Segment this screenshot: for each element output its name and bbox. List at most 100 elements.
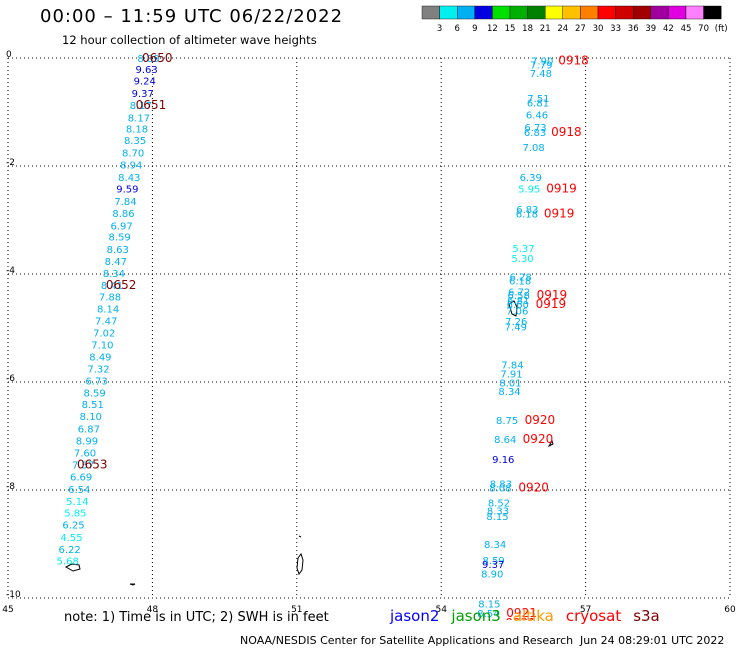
wave-height-value: 8.35	[124, 136, 146, 147]
colorbar-label: 39	[645, 24, 656, 34]
wave-height-value: 8.54	[477, 609, 499, 620]
wave-height-value: 6.97	[110, 221, 132, 232]
wave-height-value: 8.59	[84, 388, 106, 399]
wave-height-value: 8.10	[80, 412, 102, 423]
wave-height-value: 6.60	[507, 300, 529, 311]
wave-height-value: 8.43	[476, 619, 498, 620]
wave-height-value: 9.16	[492, 455, 514, 466]
legend-altika: altika	[512, 607, 554, 625]
wave-height-value: 8.59	[109, 233, 131, 244]
pass-time-label: 0921	[505, 616, 536, 620]
wave-height-map: 45 48 51 54 57 600-2-4-6-8-108.899.639.249.37…	[2, 50, 736, 620]
pass-time-label: 0919	[537, 288, 568, 302]
wave-height-value: 5.68	[57, 557, 79, 568]
lat-tick-label: -2	[6, 158, 15, 168]
wave-height-value: 7.32	[87, 365, 109, 376]
pass-time-label: 0651	[136, 98, 167, 112]
wave-height-value: 8.89	[137, 54, 159, 65]
wave-height-value: 9.63	[135, 65, 157, 76]
lat-tick-label: -8	[6, 482, 15, 492]
wave-height-value: 8.17	[128, 113, 150, 124]
wave-height-value: 8.08	[489, 483, 511, 494]
wave-height-value: 7.60	[74, 449, 96, 460]
pass-time-label: 0920	[525, 413, 556, 427]
island-outline	[296, 552, 304, 576]
wave-height-value: 8.52	[488, 498, 510, 509]
wave-height-value: 8.63	[107, 245, 129, 256]
colorbar-label: (ft)	[715, 24, 728, 34]
wave-height-value: 8.18	[126, 125, 148, 136]
wave-height-value: 8.75	[496, 416, 518, 427]
wave-height-value: 8.86	[112, 209, 134, 220]
wave-height-value: 6.83	[524, 128, 546, 139]
wave-height-value: 7.79	[530, 60, 552, 71]
colorbar-label: 42	[663, 24, 674, 34]
wave-height-value: 6.81	[507, 296, 529, 307]
wave-height-value: 4.55	[60, 533, 82, 544]
lon-tick-label: 48	[147, 605, 159, 615]
wave-height-value: 6.87	[78, 424, 100, 435]
wave-height-value: 6.46	[526, 111, 548, 122]
wave-height-value: 5.85	[64, 509, 86, 520]
map-subtitle: 12 hour collection of altimeter wave hei…	[62, 33, 317, 47]
wave-height-value: 6.22	[58, 545, 80, 556]
legend-cryosat: cryosat	[565, 607, 622, 625]
lat-tick-label: 0	[6, 50, 12, 60]
island-outline	[508, 300, 518, 317]
wave-height-value: 8.59	[483, 556, 505, 567]
map-title: 00:00 – 11:59 UTC 06/22/2022	[40, 6, 344, 27]
colorbar-label: 9	[472, 24, 477, 34]
pass-time-label: 0919	[536, 297, 567, 311]
wave-height-value: 6.81	[527, 98, 549, 109]
units-note: note: 1) Time is in UTC; 2) SWH is in fe…	[64, 610, 329, 625]
wave-height-value: 8.34	[103, 269, 125, 280]
wave-height-value: 7.84	[114, 197, 136, 208]
colorbar-label: 27	[575, 24, 586, 34]
wave-height-value: 9.37	[132, 89, 154, 100]
wave-height-value: 8.70	[122, 149, 144, 160]
pass-time-label: 0920	[523, 432, 554, 446]
wave-height-value: 6.18	[516, 210, 538, 221]
wave-height-value: 8.51	[82, 400, 104, 411]
wave-height-value: 7.51	[527, 94, 549, 105]
colorbar-label: 24	[557, 24, 568, 34]
wave-height-value: 9.37	[482, 560, 504, 571]
wave-height-value: 7.08	[522, 143, 544, 154]
wave-height-value: 7.88	[99, 293, 121, 304]
wave-height-value: 6.72	[508, 287, 530, 298]
wave-height-value: 8.64	[494, 435, 516, 446]
wave-height-value: 8.17	[130, 101, 152, 112]
wave-height-value: 6.28	[509, 273, 531, 284]
credit-line: NOAA/NESDIS Center for Satellite Applica…	[240, 634, 574, 647]
wave-height-value: 8.90	[481, 570, 503, 581]
colorbar-label: 36	[628, 24, 639, 34]
island-outline	[298, 535, 302, 538]
wave-height-value: 6.73	[85, 376, 107, 387]
legend-jason3: jason3	[451, 607, 501, 625]
wave-height-value: 6.83	[516, 205, 538, 216]
wave-height-value: 6.39	[520, 173, 542, 184]
wave-height-value: 8.15	[478, 599, 500, 610]
island-outline	[547, 439, 554, 448]
color-scale-bar: 3 6 9 12 15 18 21 24 27 30 33 36 39 42 45 70 (ft)	[421, 5, 728, 34]
colorbar-label: 70	[698, 24, 709, 34]
wave-height-value: 6.54	[68, 485, 90, 496]
pass-time-label: 0918	[558, 54, 589, 68]
legend-jason2: jason2	[390, 607, 440, 625]
wave-height-value: 6.69	[70, 473, 92, 484]
wave-height-value: 7.91	[500, 369, 522, 380]
island-outline	[64, 563, 81, 572]
lon-tick-label: 51	[291, 605, 302, 615]
wave-height-value: 8.01	[499, 379, 521, 390]
wave-height-value: 8.41	[101, 281, 123, 292]
wave-height-value: 5.30	[511, 254, 533, 265]
wave-height-value: 7.90	[531, 57, 553, 68]
wave-height-value: 8.47	[105, 257, 127, 268]
wave-height-value: 5.14	[66, 497, 88, 508]
wave-height-value: 8.43	[118, 173, 140, 184]
colorbar-label: 18	[522, 24, 533, 34]
wave-height-value: 5.37	[512, 244, 534, 255]
pass-time-label: 0919	[546, 182, 577, 196]
wave-height-value: 6.58	[508, 291, 530, 302]
lat-tick-label: -4	[6, 266, 15, 276]
